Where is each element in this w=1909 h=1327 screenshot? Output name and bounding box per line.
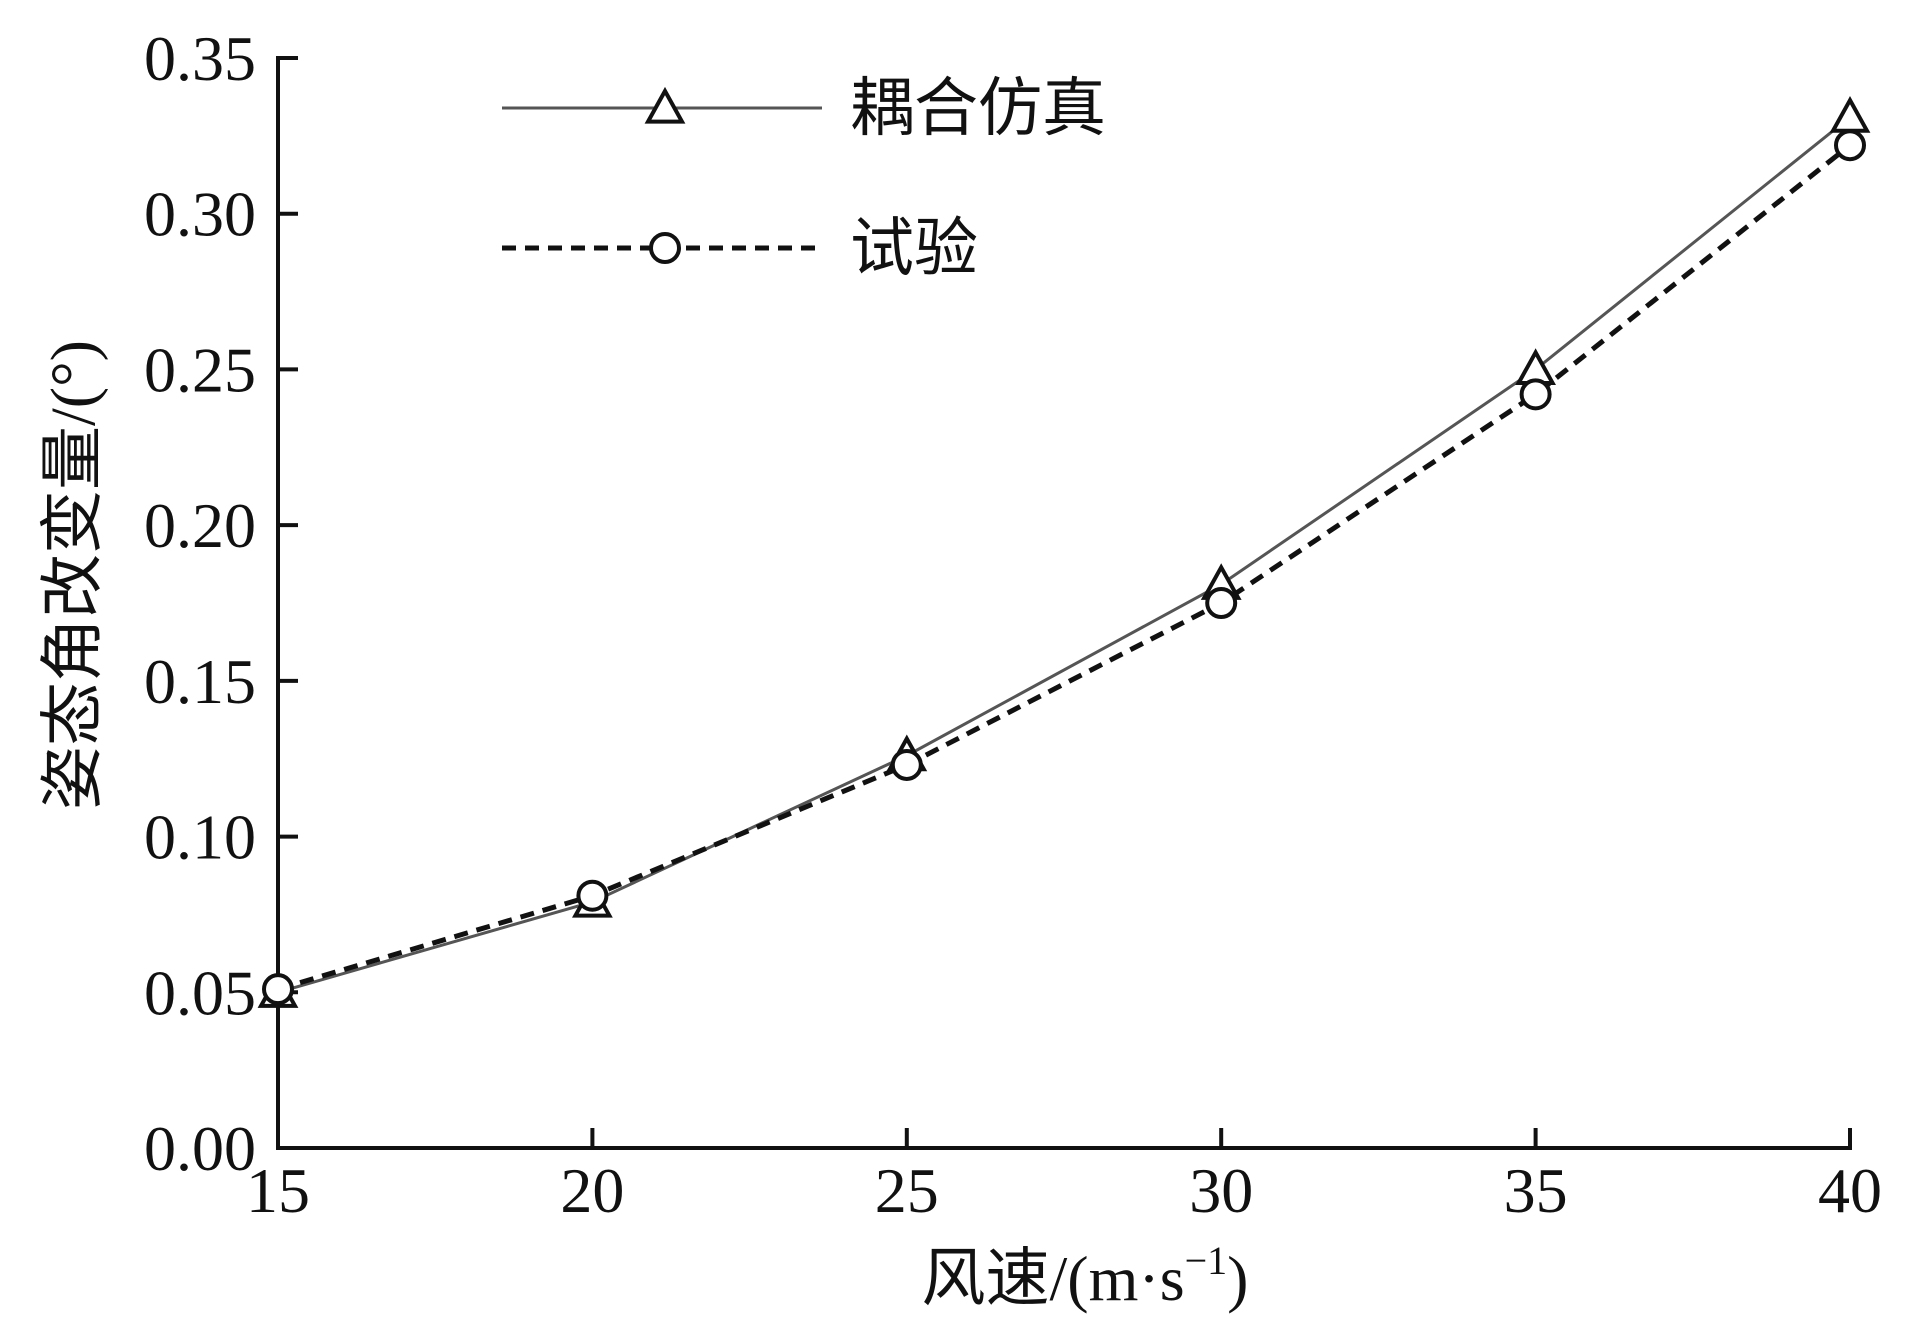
y-tick-label: 0.25 — [144, 334, 256, 405]
x-tick-label: 40 — [1818, 1155, 1882, 1226]
data-point-triangle — [1829, 96, 1871, 133]
x-tick-label: 25 — [875, 1155, 939, 1226]
series-line-0 — [277, 116, 1851, 994]
data-point-circle — [576, 879, 609, 912]
y-tick-label: 0.30 — [144, 179, 256, 250]
series-line-1 — [277, 143, 1852, 992]
data-point-circle — [262, 973, 294, 1006]
y-axis-title: 姿态角改变量/(°) — [38, 340, 109, 810]
y-tick-label: 0.15 — [144, 646, 256, 717]
y-tick-label: 0.35 — [144, 23, 256, 94]
legend-marker-circle — [649, 232, 681, 264]
axes — [276, 56, 1852, 1150]
x-axis-title-close: ) — [1227, 1243, 1248, 1314]
data-point-circle — [1519, 378, 1552, 411]
legend-marker-triangle — [644, 86, 686, 124]
x-tick-label: 30 — [1189, 1155, 1253, 1226]
x-axis-title-main: 风速/(m·s — [922, 1243, 1185, 1314]
data-point-circle — [890, 748, 923, 781]
legend-label: 耦合仿真 — [850, 73, 1106, 144]
ticks: 0.00 0.05 0.10 0.15 0.20 0.25 0.30 0.35 15 20 25 30… — [144, 23, 1882, 1226]
y-tick-label: 0.05 — [144, 957, 256, 1028]
data-point-circle — [1834, 129, 1866, 162]
y-tick-label: 0.20 — [144, 490, 256, 561]
x-tick-label: 15 — [246, 1155, 310, 1226]
series-layer — [257, 96, 1871, 1008]
x-tick-label: 35 — [1504, 1155, 1568, 1226]
y-tick-label: 0.10 — [144, 802, 256, 873]
data-point-circle — [1205, 587, 1238, 619]
x-tick-label: 20 — [560, 1155, 624, 1226]
x-axis-title-superscript: −1 — [1185, 1238, 1228, 1283]
legend-label: 试验 — [850, 213, 978, 284]
x-axis-title: 风速/(m·s−1) — [922, 1238, 1249, 1314]
y-tick-label: 0.00 — [144, 1113, 256, 1184]
